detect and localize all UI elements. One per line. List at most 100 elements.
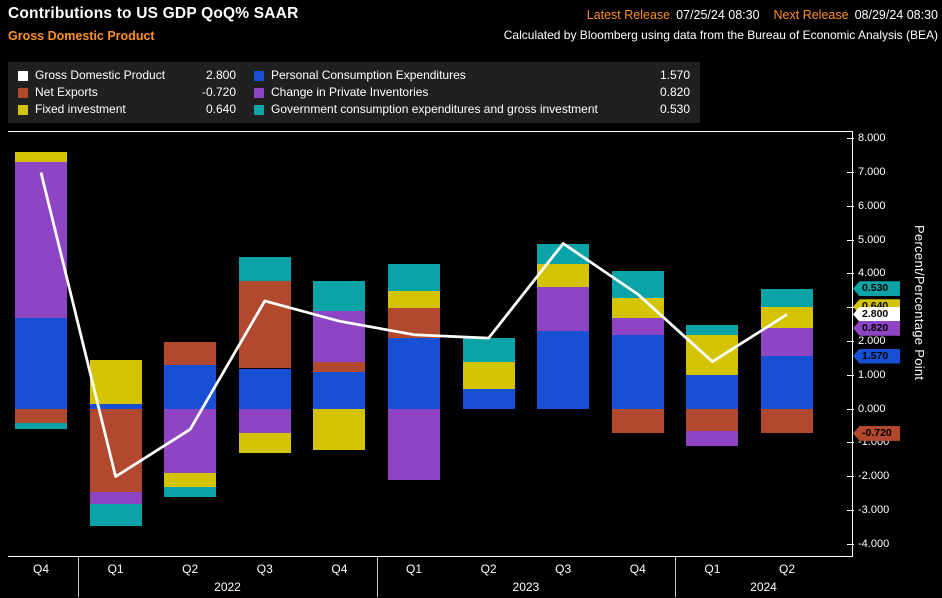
y-tick	[847, 374, 854, 376]
last-value-badge-pce: 1.570	[853, 348, 900, 364]
latest-release-label: Latest Release	[586, 8, 671, 22]
bar-segment-net-exports	[15, 409, 67, 423]
chart-title: Contributions to US GDP QoQ% SAAR	[8, 5, 299, 22]
source-note: Calculated by Bloomberg using data from …	[503, 28, 938, 42]
chart-subtitle: Gross Domestic Product	[8, 29, 155, 43]
latest-release-value: 07/25/24 08:30	[676, 8, 760, 22]
bar-segment-government	[537, 243, 590, 264]
bar-segment-government	[238, 257, 291, 281]
legend-item-fixed-investment[interactable]: Fixed investment 0.640	[18, 101, 236, 118]
bar-segment-net-exports	[164, 341, 217, 366]
legend-item-net-exports[interactable]: Net Exports -0.720	[18, 84, 236, 101]
bar-segment-fixed-investment	[313, 409, 366, 450]
y-tick	[847, 442, 854, 444]
legend-label: Fixed investment	[35, 102, 126, 116]
bar-segment-inventories	[761, 328, 813, 356]
y-tick-label: 5.000	[858, 233, 886, 246]
year-label: 2024	[750, 580, 777, 594]
bar-segment-inventories	[15, 162, 67, 318]
bar-segment-net-exports	[238, 280, 291, 369]
legend-item-inventories[interactable]: Change in Private Inventories 0.820	[254, 84, 690, 101]
year-separator	[78, 557, 80, 597]
y-tick	[847, 408, 854, 410]
legend-item-government[interactable]: Government consumption expenditures and …	[254, 101, 690, 118]
x-tick-label: Q4	[32, 562, 49, 576]
legend-label: Personal Consumption Expenditures	[271, 68, 466, 82]
plot-top-border	[8, 131, 853, 132]
x-tick-label: Q2	[778, 562, 795, 576]
bar-segment-pce	[686, 375, 739, 410]
last-value-badge-government: 0.530	[853, 281, 900, 297]
bar-segment-pce	[238, 368, 291, 409]
legend-value: -0.720	[201, 85, 236, 99]
x-tick-label: Q2	[182, 562, 199, 576]
y-tick-label: 0.000	[858, 402, 886, 415]
y-tick	[847, 341, 854, 342]
legend-value: 0.530	[659, 102, 690, 116]
y-tick-label: -2.000	[858, 470, 890, 483]
bar-segment-inventories	[313, 311, 366, 362]
y-tick	[847, 205, 854, 207]
fixed-investment-swatch-icon	[18, 104, 28, 115]
bar-segment-fixed-investment	[462, 361, 515, 389]
y-tick	[847, 307, 854, 309]
legend-label: Change in Private Inventories	[271, 85, 429, 99]
y-tick	[847, 239, 854, 241]
last-value-badge-gdp: 2.800	[853, 306, 900, 322]
y-tick-label: -4.000	[858, 537, 890, 550]
bar-segment-fixed-investment	[761, 306, 813, 329]
y-tick	[847, 273, 854, 275]
bar-segment-inventories	[89, 491, 142, 504]
x-tick-label: Q3	[555, 562, 572, 576]
y-tick	[847, 543, 854, 545]
plot-area	[8, 132, 852, 556]
bar-segment-government	[164, 486, 217, 497]
legend-item-pce[interactable]: Personal Consumption Expenditures 1.570	[254, 67, 690, 84]
legend-item-gdp[interactable]: Gross Domestic Product 2.800	[18, 67, 236, 84]
bar-segment-inventories	[238, 409, 291, 433]
bar-segment-fixed-investment	[388, 290, 440, 308]
bar-segment-fixed-investment	[686, 334, 739, 376]
bar-segment-net-exports	[761, 409, 813, 434]
y-tick-label: 7.000	[858, 166, 886, 178]
x-tick-label: Q1	[704, 562, 721, 576]
chart-header: Contributions to US GDP QoQ% SAAR Gross …	[0, 0, 942, 58]
y-axis-line	[852, 132, 853, 557]
legend-value: 1.570	[659, 68, 690, 82]
x-axis-line	[8, 556, 853, 557]
year-label: 2023	[512, 580, 540, 594]
legend-label: Gross Domestic Product	[35, 68, 166, 82]
y-tick	[847, 509, 854, 511]
bar-segment-government	[15, 422, 67, 430]
y-tick	[847, 138, 854, 140]
legend-panel: Gross Domestic Product 2.800 Net Exports -0…	[8, 62, 700, 123]
bar-segment-inventories	[388, 409, 440, 480]
bar-segment-government	[89, 503, 142, 526]
y-tick-label: 8.000	[858, 132, 886, 145]
bar-segment-pce	[15, 317, 67, 409]
government-swatch-icon	[254, 104, 264, 115]
y-tick	[847, 172, 854, 173]
bar-segment-fixed-investment	[611, 297, 664, 318]
bar-segment-government	[313, 280, 366, 312]
bar-segment-inventories	[686, 431, 739, 447]
bar-segment-net-exports	[611, 409, 664, 433]
next-release-value: 08/29/24 08:30	[854, 8, 938, 22]
bar-segment-net-exports	[686, 409, 739, 431]
bar-segment-government	[388, 263, 440, 291]
y-tick-label: 2.000	[858, 335, 886, 347]
bar-segment-inventories	[164, 409, 217, 474]
y-tick-label: 4.000	[858, 267, 886, 280]
release-info: Latest Release 07/25/24 08:30 Next Release…	[587, 8, 938, 22]
bar-segment-inventories	[537, 287, 590, 332]
legend-label: Government consumption expenditures and …	[271, 102, 598, 116]
bar-segment-fixed-investment	[537, 263, 590, 288]
legend-label: Net Exports	[35, 85, 98, 99]
gdp-swatch-icon	[18, 70, 28, 81]
legend-value: 2.800	[205, 68, 236, 82]
x-tick-label: Q1	[107, 562, 124, 576]
year-label: 2022	[214, 580, 241, 594]
last-value-badge-inventories: 0.820	[853, 320, 900, 336]
y-tick-label: -3.000	[858, 503, 890, 516]
